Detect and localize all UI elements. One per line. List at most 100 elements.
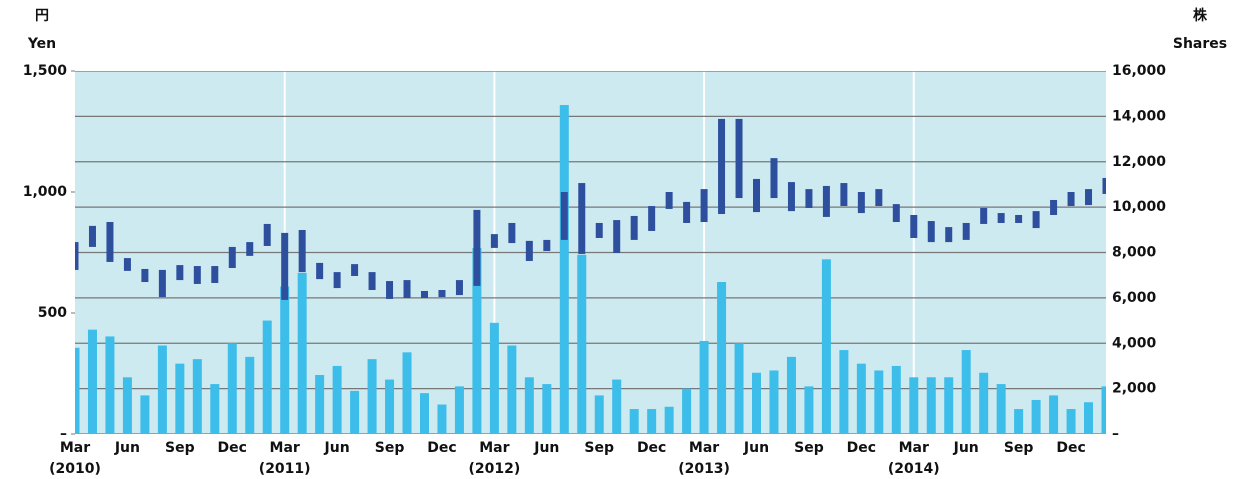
x-tick-label: Sep bbox=[584, 440, 614, 456]
volume-bar bbox=[245, 356, 255, 434]
volume-bar bbox=[262, 320, 272, 434]
y2-axis-label-jp: 株 bbox=[1193, 7, 1208, 24]
x-tick-label: Mar bbox=[689, 440, 719, 456]
volume-bar bbox=[664, 406, 674, 434]
price-range bbox=[857, 192, 865, 214]
price-range bbox=[787, 182, 795, 212]
price-range bbox=[246, 242, 254, 256]
y2-axis-label: Shares bbox=[1173, 36, 1227, 52]
price-range bbox=[123, 258, 131, 271]
volume-bar bbox=[996, 384, 1006, 434]
price-range bbox=[718, 118, 726, 215]
volume-bar bbox=[419, 393, 429, 434]
price-range bbox=[665, 192, 673, 209]
volume-bar bbox=[175, 363, 185, 434]
price-range bbox=[386, 281, 394, 299]
volume-bar bbox=[647, 409, 657, 434]
price-range bbox=[298, 229, 306, 273]
price-range bbox=[875, 189, 883, 207]
volume-bar bbox=[227, 343, 237, 434]
price-range bbox=[945, 227, 953, 243]
volume-bar bbox=[1014, 409, 1024, 434]
price-range bbox=[1050, 199, 1058, 215]
volume-bar bbox=[909, 377, 919, 434]
volume-bar bbox=[821, 259, 831, 434]
x-tick-label: Jun bbox=[114, 440, 140, 456]
volume-bar bbox=[385, 379, 395, 434]
volume-bar bbox=[699, 340, 709, 434]
price-range bbox=[263, 223, 271, 246]
price-range bbox=[141, 268, 149, 283]
price-range bbox=[822, 185, 830, 217]
volume-bar bbox=[717, 281, 727, 434]
x-tick-label: Jun bbox=[533, 440, 559, 456]
price-range bbox=[630, 215, 638, 240]
volume-bar bbox=[157, 345, 167, 434]
price-range bbox=[683, 201, 691, 223]
x-tick-label: Mar bbox=[270, 440, 300, 456]
price-range bbox=[1015, 214, 1023, 223]
price-range bbox=[438, 290, 446, 298]
price-range bbox=[525, 240, 533, 261]
volume-bar bbox=[752, 372, 762, 434]
volume-bar bbox=[105, 336, 115, 434]
x-tick-label: Jun bbox=[953, 440, 979, 456]
x-tick-label: Sep bbox=[1004, 440, 1034, 456]
y2-tick-label: 2,000 bbox=[1112, 381, 1157, 397]
x-tick-label: Mar bbox=[899, 440, 929, 456]
price-range bbox=[910, 214, 918, 238]
volume-bar bbox=[87, 329, 97, 434]
volume-bar bbox=[629, 409, 639, 434]
volume-bar bbox=[577, 254, 587, 434]
y2-tick-label: – bbox=[1112, 426, 1119, 442]
price-range bbox=[158, 269, 166, 298]
volume-bar bbox=[315, 375, 325, 434]
x-tick-label: Mar bbox=[60, 440, 90, 456]
volume-bar bbox=[280, 286, 290, 434]
volume-bar bbox=[1031, 399, 1041, 434]
price-range bbox=[735, 118, 743, 199]
y-tick-label: 500 bbox=[38, 305, 67, 321]
year-label: (2011) bbox=[259, 461, 311, 477]
y2-tick-label: 6,000 bbox=[1112, 290, 1157, 306]
volume-bar bbox=[734, 343, 744, 434]
volume-bar bbox=[926, 377, 936, 434]
price-range bbox=[473, 209, 481, 286]
price-range bbox=[403, 280, 411, 298]
price-range bbox=[770, 158, 778, 199]
price-range bbox=[490, 234, 498, 248]
price-range bbox=[316, 262, 324, 280]
price-range bbox=[648, 206, 656, 231]
volume-bar bbox=[192, 359, 202, 434]
price-range bbox=[560, 192, 568, 240]
price-range bbox=[997, 213, 1005, 223]
year-label: (2012) bbox=[469, 461, 521, 477]
price-range bbox=[543, 239, 551, 252]
volume-bar bbox=[122, 377, 132, 434]
x-tick-label: Jun bbox=[324, 440, 350, 456]
volume-bar bbox=[402, 352, 412, 434]
price-range bbox=[281, 232, 289, 300]
volume-bar bbox=[75, 347, 80, 434]
volume-bar bbox=[612, 379, 622, 434]
y2-tick-label: 16,000 bbox=[1112, 63, 1166, 79]
volume-bar bbox=[210, 384, 220, 434]
price-range bbox=[578, 183, 586, 254]
price-range bbox=[595, 222, 603, 238]
price-range bbox=[455, 280, 463, 296]
x-tick-label: Dec bbox=[218, 440, 247, 456]
y2-tick-label: 8,000 bbox=[1112, 245, 1157, 261]
y2-tick-label: 4,000 bbox=[1112, 335, 1157, 351]
price-range bbox=[75, 242, 79, 270]
volume-bar bbox=[856, 363, 866, 434]
x-tick-label: Sep bbox=[794, 440, 824, 456]
volume-bar bbox=[961, 350, 971, 434]
volume-bar bbox=[769, 370, 779, 434]
volume-bar bbox=[140, 395, 150, 434]
volume-bar bbox=[507, 345, 517, 434]
volume-bar bbox=[559, 105, 569, 434]
price-range bbox=[1032, 211, 1040, 229]
volume-bar bbox=[542, 384, 552, 434]
price-range bbox=[613, 220, 621, 253]
